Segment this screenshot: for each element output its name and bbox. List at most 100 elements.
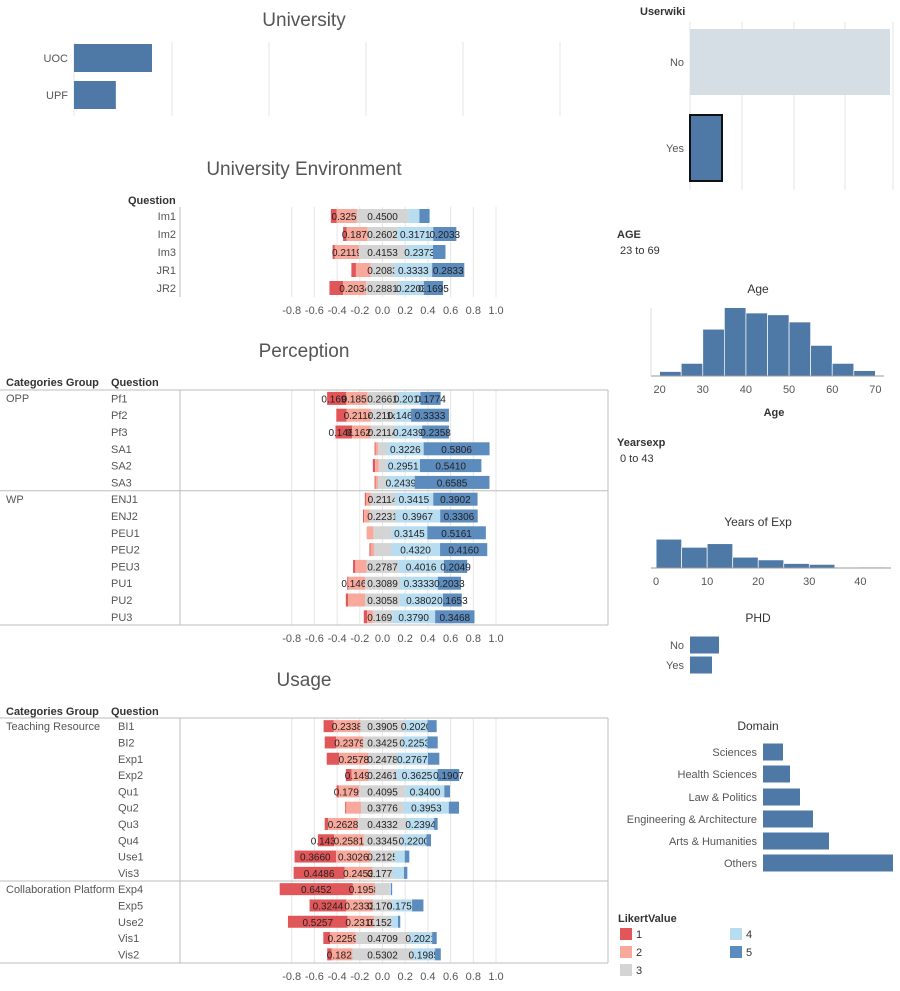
segment-5[interactable] xyxy=(440,509,478,523)
segment-5[interactable] xyxy=(443,559,468,573)
years-hist-bin[interactable] xyxy=(808,564,836,569)
segment-3[interactable] xyxy=(377,442,388,456)
domain-bar-health-sciences[interactable] xyxy=(763,765,790,783)
segment-1[interactable] xyxy=(323,720,334,733)
segment-3[interactable] xyxy=(370,492,395,506)
segment-4[interactable] xyxy=(398,281,424,295)
segment-4[interactable] xyxy=(405,785,445,798)
segment-5[interactable] xyxy=(422,425,449,439)
segment-2[interactable] xyxy=(333,720,361,733)
segment-1[interactable] xyxy=(353,559,356,573)
segment-1[interactable] xyxy=(323,932,331,945)
segment-5[interactable] xyxy=(435,610,475,624)
segment-4[interactable] xyxy=(407,817,435,830)
segment-2[interactable] xyxy=(338,785,360,798)
segment-4[interactable] xyxy=(404,720,428,733)
segment-1[interactable] xyxy=(343,227,347,241)
segment-2[interactable] xyxy=(351,769,369,782)
segment-4[interactable] xyxy=(387,475,415,489)
segment-5[interactable] xyxy=(411,408,449,422)
segment-4[interactable] xyxy=(397,391,421,405)
years-hist-bin[interactable] xyxy=(681,546,708,569)
segment-2[interactable] xyxy=(355,559,367,573)
legend-swatch-5[interactable] xyxy=(730,946,742,958)
yearsexp-filter-range[interactable]: 0 to 43 xyxy=(620,453,654,465)
domain-bar-sciences[interactable] xyxy=(763,743,783,761)
segment-3[interactable] xyxy=(356,209,409,223)
legend-swatch-4[interactable] xyxy=(730,928,742,940)
segment-5[interactable] xyxy=(434,817,438,830)
segment-4[interactable] xyxy=(387,442,424,456)
segment-1[interactable] xyxy=(327,948,332,961)
segment-5[interactable] xyxy=(404,850,410,863)
segment-4[interactable] xyxy=(401,736,428,749)
segment-4[interactable] xyxy=(401,834,427,847)
segment-1[interactable] xyxy=(364,492,366,506)
segment-5[interactable] xyxy=(403,866,408,879)
segment-4[interactable] xyxy=(391,543,441,557)
segment-5[interactable] xyxy=(427,720,437,733)
segment-1[interactable] xyxy=(345,593,349,607)
segment-4[interactable] xyxy=(397,227,434,241)
segment-3[interactable] xyxy=(360,720,405,733)
segment-5[interactable] xyxy=(437,576,461,590)
age-filter-range[interactable]: 23 to 69 xyxy=(620,245,660,257)
age-hist-bin[interactable] xyxy=(853,370,876,377)
segment-5[interactable] xyxy=(427,736,438,749)
segment-5[interactable] xyxy=(420,391,441,405)
segment-4[interactable] xyxy=(392,899,413,912)
segment-2[interactable] xyxy=(346,408,371,422)
segment-2[interactable] xyxy=(336,850,371,863)
segment-3[interactable] xyxy=(369,509,396,523)
segment-2[interactable] xyxy=(375,475,378,489)
phd-bar-no[interactable] xyxy=(690,636,719,654)
segment-1[interactable] xyxy=(335,425,353,439)
age-hist-bin[interactable] xyxy=(831,363,855,377)
age-hist-bin[interactable] xyxy=(680,363,704,377)
segment-3[interactable] xyxy=(368,769,397,782)
segment-3[interactable] xyxy=(367,227,398,241)
segment-3[interactable] xyxy=(363,736,402,749)
segment-1[interactable] xyxy=(363,610,368,624)
segment-4[interactable] xyxy=(386,459,420,473)
segment-3[interactable] xyxy=(370,850,395,863)
segment-2[interactable] xyxy=(328,817,358,830)
segment-5[interactable] xyxy=(443,593,462,607)
segment-1[interactable] xyxy=(287,915,348,928)
segment-1[interactable] xyxy=(294,850,337,863)
segment-5[interactable] xyxy=(412,899,424,912)
segment-2[interactable] xyxy=(346,227,368,241)
segment-1[interactable] xyxy=(345,769,352,782)
segment-2[interactable] xyxy=(344,866,373,879)
years-hist-bin[interactable] xyxy=(732,556,759,569)
domain-bar-law-politics[interactable] xyxy=(763,788,800,806)
segment-2[interactable] xyxy=(375,442,378,456)
segment-3[interactable] xyxy=(366,559,399,573)
segment-2[interactable] xyxy=(331,948,353,961)
segment-4[interactable] xyxy=(408,209,420,223)
age-hist-bin[interactable] xyxy=(810,345,833,377)
segment-2[interactable] xyxy=(334,834,364,847)
segment-2[interactable] xyxy=(334,245,359,259)
segment-4[interactable] xyxy=(392,866,404,879)
segment-1[interactable] xyxy=(324,736,337,749)
segment-4[interactable] xyxy=(394,425,423,439)
segment-3[interactable] xyxy=(361,801,404,814)
age-hist-bin[interactable] xyxy=(767,314,790,377)
segment-4[interactable] xyxy=(398,559,444,573)
segment-2[interactable] xyxy=(348,576,365,590)
segment-1[interactable] xyxy=(345,801,347,814)
segment-1[interactable] xyxy=(369,543,371,557)
segment-3[interactable] xyxy=(377,475,388,489)
segment-3[interactable] xyxy=(370,408,395,422)
segment-4[interactable] xyxy=(400,576,438,590)
years-hist-bin[interactable] xyxy=(706,543,734,569)
segment-4[interactable] xyxy=(399,593,444,607)
segment-4[interactable] xyxy=(403,801,449,814)
domain-bar-others[interactable] xyxy=(763,854,893,872)
legend-swatch-1[interactable] xyxy=(620,928,632,940)
phd-bar-yes[interactable] xyxy=(690,656,712,674)
segment-5[interactable] xyxy=(435,948,441,961)
segment-3[interactable] xyxy=(367,391,398,405)
segment-1[interactable] xyxy=(324,817,329,830)
